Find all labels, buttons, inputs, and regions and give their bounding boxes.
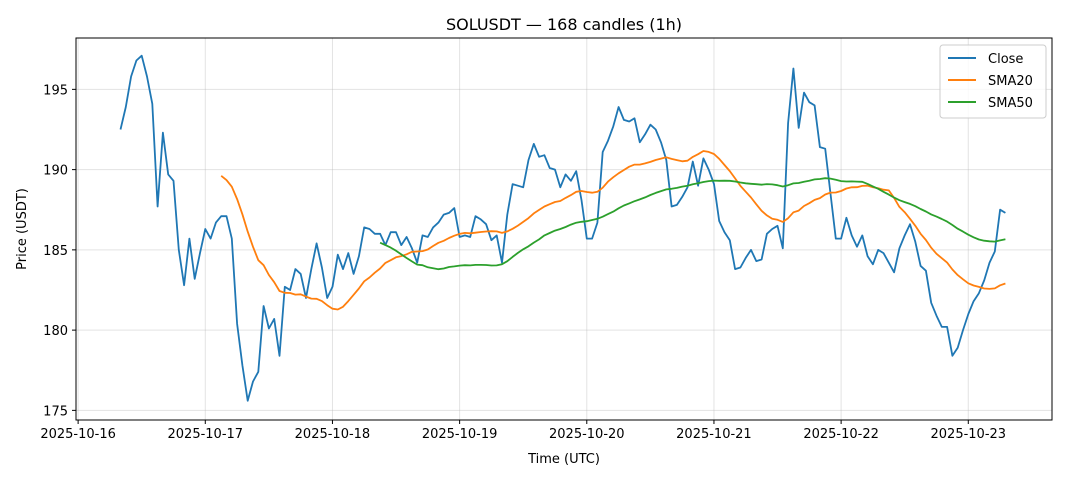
y-tick-label: 180: [43, 324, 68, 339]
x-tick-label: 2025-10-17: [168, 427, 244, 442]
legend-label-sma50: SMA50: [988, 96, 1033, 111]
series-line-sma20: [220, 150, 1006, 311]
y-tick-label: 185: [43, 244, 68, 259]
series-line-sma50: [379, 177, 1006, 271]
x-tick-label: 2025-10-21: [676, 427, 752, 442]
y-tick-label: 190: [43, 164, 68, 179]
legend: Close SMA20 SMA50: [939, 44, 1047, 119]
x-tick-label: 2025-10-22: [803, 427, 879, 442]
x-tick-label: 2025-10-23: [931, 427, 1007, 442]
legend-label-close: Close: [988, 52, 1023, 67]
y-tick-label: 175: [43, 404, 68, 419]
grid: [76, 38, 1052, 420]
x-axis-label: Time (UTC): [527, 452, 600, 467]
chart-title: SOLUSDT — 168 candles (1h): [446, 15, 682, 34]
y-axis-label: Price (USDT): [15, 188, 30, 270]
x-tick-label: 2025-10-16: [40, 427, 116, 442]
legend-box: [939, 44, 1047, 119]
y-axis-ticks: 175 180 185 190 195: [43, 83, 76, 419]
legend-label-sma20: SMA20: [988, 74, 1033, 89]
x-tick-label: 2025-10-20: [549, 427, 625, 442]
y-tick-label: 195: [43, 83, 68, 98]
plot-frame: [75, 37, 1053, 421]
series-lines: [119, 54, 1006, 402]
x-axis-ticks: 2025-10-16 2025-10-17 2025-10-18 2025-10-19…: [40, 420, 1006, 442]
x-tick-label: 2025-10-18: [295, 427, 371, 442]
x-tick-label: 2025-10-19: [422, 427, 498, 442]
series-line-close: [119, 54, 1006, 402]
